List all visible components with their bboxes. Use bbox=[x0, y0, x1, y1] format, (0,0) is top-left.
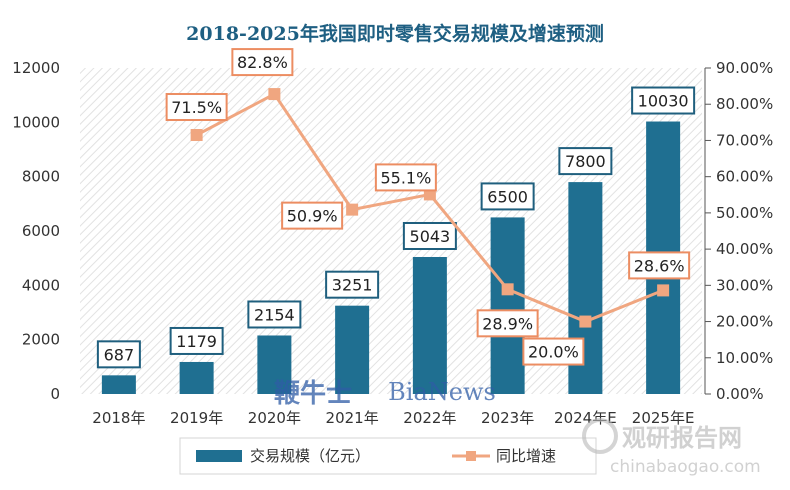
y-left-tick-label: 2000 bbox=[22, 331, 60, 349]
x-tick-label: 2024年E bbox=[554, 409, 617, 427]
x-tick-label: 2020年 bbox=[248, 409, 301, 427]
y-right-axis: 0.00% 10.00% 20.00% 30.00% 40.00% 50.00% 60.00… bbox=[704, 59, 773, 403]
legend-bar-label: 交易规模（亿元） bbox=[250, 447, 370, 465]
line-value-label: 50.9% bbox=[287, 207, 338, 226]
bar-value-label: 3251 bbox=[332, 276, 373, 295]
line-value-label-box bbox=[374, 163, 437, 192]
y-left-tick-label: 8000 bbox=[22, 168, 60, 186]
bar bbox=[179, 361, 214, 394]
bar-value-label: 10030 bbox=[638, 92, 689, 111]
line-value-label: 82.8% bbox=[237, 53, 288, 72]
y-left-tick-label: 12000 bbox=[12, 59, 60, 77]
x-tick-label: 2023年 bbox=[481, 409, 534, 427]
line-value-label-box bbox=[522, 337, 585, 366]
legend: 交易规模（亿元） 同比增速 bbox=[179, 437, 597, 475]
y-right-tick-label: 20.00% bbox=[716, 313, 773, 331]
y-right-tick-label: 10.00% bbox=[716, 349, 773, 367]
line-value-label: 71.5% bbox=[171, 98, 222, 117]
watermark-center-en: BiaNews bbox=[388, 378, 496, 406]
bar bbox=[101, 375, 136, 394]
bar-value-label-box bbox=[169, 326, 224, 355]
line-value-label-box bbox=[476, 309, 539, 338]
legend-bar-swatch bbox=[196, 450, 242, 462]
x-axis: 2018年 2019年 2020年 2021年 2022年 2023年 2024年E 2025… bbox=[92, 409, 694, 427]
y-left-axis: 0 2000 4000 6000 8000 10000 12000 bbox=[12, 59, 60, 403]
y-left-tick-label: 10000 bbox=[12, 113, 60, 131]
line-series: 71.5% 82.8% 50.9% 55.1% 28.9% 20.0% 28.6% bbox=[165, 48, 691, 366]
bar-value-label: 1179 bbox=[176, 332, 217, 351]
logo-cn: 观研报告网 bbox=[622, 424, 742, 452]
y-right-tick-label: 50.00% bbox=[716, 204, 773, 222]
line-value-label-box bbox=[281, 201, 344, 230]
line-value-label: 55.1% bbox=[380, 168, 431, 187]
growth-marker bbox=[501, 283, 514, 296]
growth-marker bbox=[657, 284, 670, 297]
growth-marker bbox=[268, 88, 281, 101]
bar-value-label: 687 bbox=[104, 345, 135, 364]
y-right-tick-label: 70.00% bbox=[716, 131, 773, 149]
line-value-label: 20.0% bbox=[528, 343, 579, 362]
bar-value-label: 2154 bbox=[254, 305, 295, 324]
y-left-tick-label: 6000 bbox=[22, 222, 60, 240]
legend-box bbox=[179, 437, 597, 475]
x-tick-label: 2018年 bbox=[92, 409, 145, 427]
source-logo: 观研报告网 chinabaogao.com bbox=[582, 418, 761, 477]
line-value-label: 28.9% bbox=[482, 314, 533, 333]
growth-marker bbox=[190, 129, 203, 142]
x-tick-label: 2019年 bbox=[170, 409, 223, 427]
bar-value-label: 5043 bbox=[410, 227, 451, 246]
y-right-tick-label: 60.00% bbox=[716, 168, 773, 186]
y-right-tick-label: 30.00% bbox=[716, 276, 773, 294]
bar bbox=[412, 256, 447, 394]
line-value-label: 28.6% bbox=[634, 256, 685, 275]
bar-value-label: 7800 bbox=[565, 152, 606, 171]
bar-value-label-box bbox=[631, 86, 696, 115]
bar-value-label-box bbox=[247, 300, 302, 329]
growth-marker bbox=[346, 203, 359, 216]
x-tick-label: 2022年 bbox=[403, 409, 456, 427]
line-value-label-box bbox=[165, 93, 228, 122]
bar-value-label-box bbox=[96, 340, 141, 369]
bar-value-label-box bbox=[480, 182, 535, 211]
growth-marker bbox=[579, 315, 592, 328]
bar bbox=[490, 217, 525, 394]
y-right-tick-label: 0.00% bbox=[716, 385, 764, 403]
legend-line-label: 同比增速 bbox=[496, 447, 556, 465]
y-left-tick-label: 0 bbox=[50, 385, 60, 403]
y-left-tick-label: 4000 bbox=[22, 276, 60, 294]
watermark-center-cn: 鞭牛士 bbox=[274, 379, 352, 409]
chart-title: 2018-2025年我国即时零售交易规模及增速预测 bbox=[186, 22, 604, 45]
line-value-label-box bbox=[231, 48, 294, 77]
logo-en: chinabaogao.com bbox=[610, 457, 761, 477]
y-right-tick-label: 40.00% bbox=[716, 240, 773, 258]
y-right-tick-label: 90.00% bbox=[716, 59, 773, 77]
bar-value-label-box bbox=[402, 221, 457, 250]
bar-value-label-box bbox=[558, 147, 613, 176]
legend-line-marker bbox=[466, 451, 476, 461]
line-value-label-box bbox=[628, 251, 691, 280]
bar-value-label-box bbox=[325, 270, 380, 299]
bar bbox=[335, 305, 370, 394]
bar-series: 687 1179 2154 3251 5043 6500 7800 10030 bbox=[96, 86, 696, 394]
y-right-tick-label: 80.00% bbox=[716, 95, 773, 113]
bar bbox=[257, 335, 292, 394]
bar-value-label: 6500 bbox=[487, 187, 528, 206]
x-tick-label: 2025年E bbox=[632, 409, 695, 427]
x-tick-label: 2021年 bbox=[326, 409, 379, 427]
logo-icon bbox=[582, 418, 618, 454]
